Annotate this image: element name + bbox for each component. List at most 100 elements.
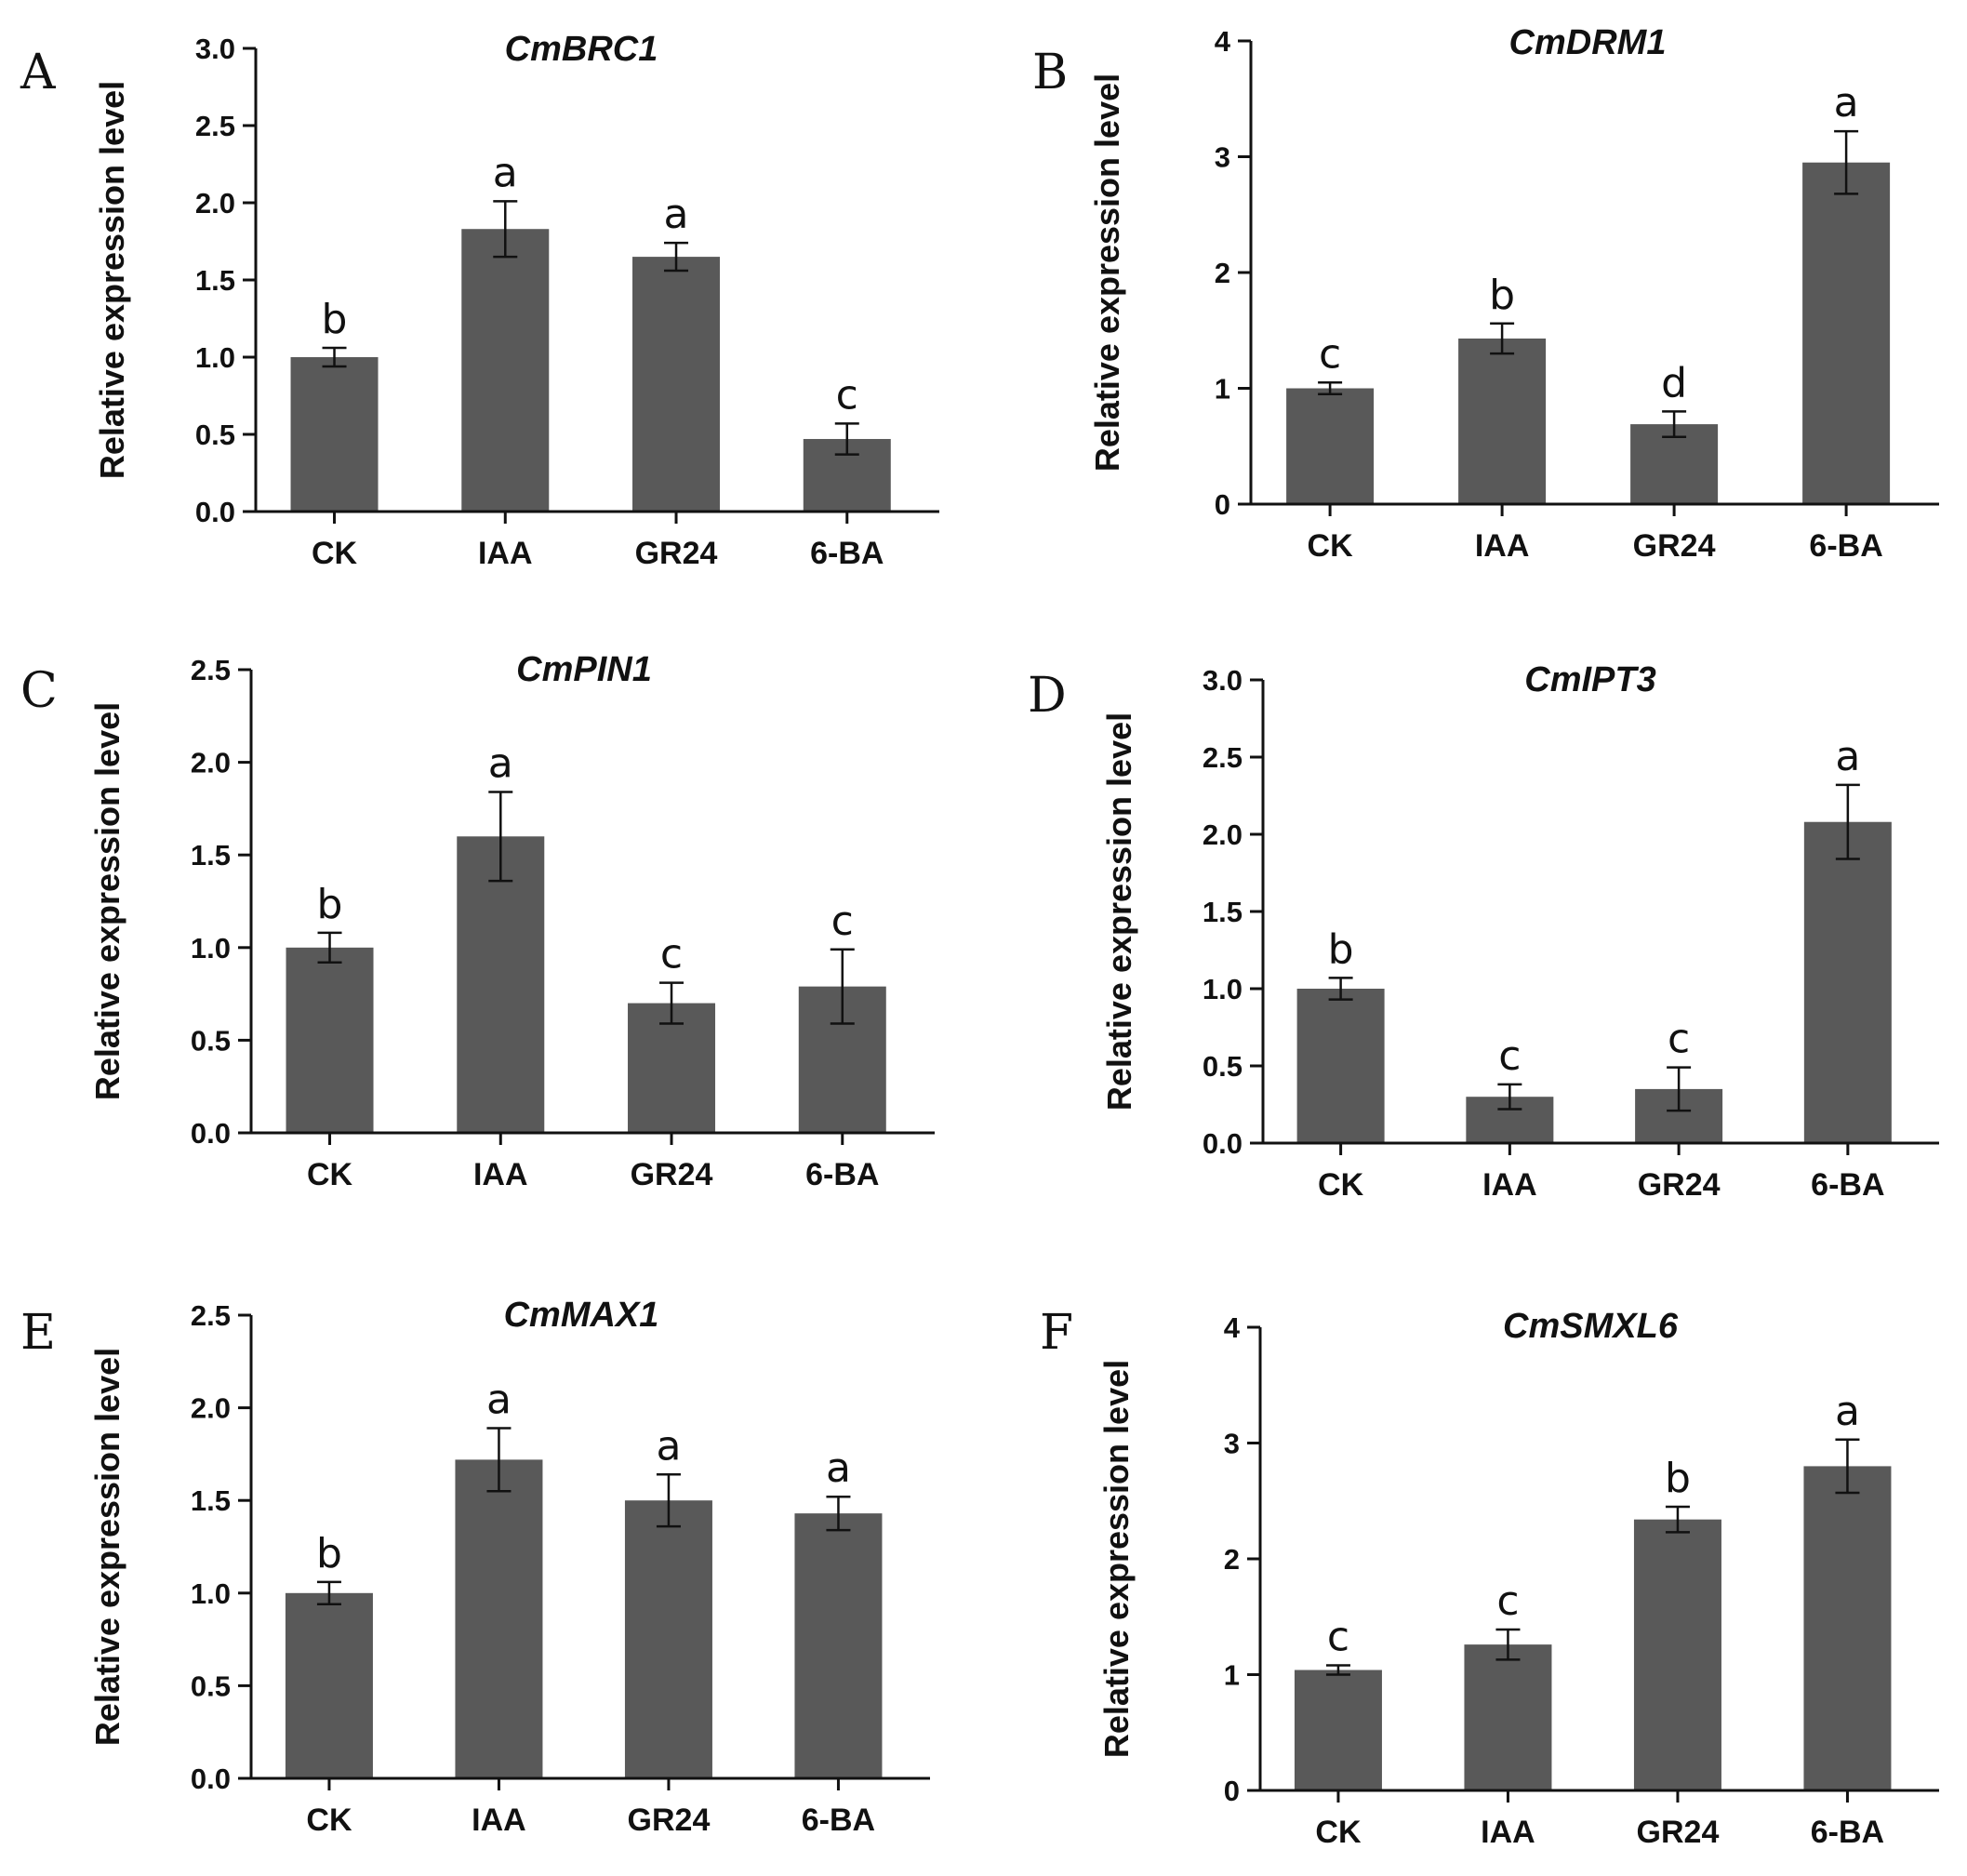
panel-e: E CmMAX1 Relative expression level b CK a I… [20,1296,930,1838]
panel-c: C CmPIN1 Relative expression level b CK a I… [20,650,935,1192]
chart-title: CmIPT3 [1524,660,1655,699]
y-axis-label: Relative expression level [1097,1360,1136,1758]
bar-iaa [1464,1644,1552,1790]
category-label: 6-BA [1809,528,1882,564]
chart-title: CmSMXL6 [1503,1307,1679,1346]
chart-marks: c CK c IAA b GR24 a 6-BA 0 1 2 3 4 [1224,1311,1939,1850]
y-tick-label: 1.5 [191,839,231,871]
category-label: IAA [472,1803,526,1838]
significance-letter: c [1327,1614,1349,1661]
panel-letter: B [1032,45,1068,100]
y-axis-label: Relative expression level [88,1348,126,1746]
significance-letter: b [1665,1455,1691,1502]
y-tick-label: 2.5 [191,654,231,686]
panel-f: F CmSMXL6 Relative expression level c CK c… [1040,1305,1939,1850]
bar-6-ba [1803,1466,1892,1790]
category-label: GR24 [1633,528,1716,564]
bar-iaa [1458,338,1547,504]
y-axis-label: Relative expression level [88,702,126,1100]
significance-letter: a [656,1422,681,1470]
significance-letter: c [1498,1032,1521,1080]
bar-6-ba [794,1513,883,1778]
chart-marks: b CK a IAA a GR24 a 6-BA 0.0 0.5 1.0 1.5 2.0 2.5 [191,1299,930,1838]
chart-marks: c CK b IAA d GR24 a 6-BA 0 1 2 3 4 [1215,25,1939,564]
y-tick-label: 2 [1215,257,1230,289]
y-tick-label: 0 [1215,488,1230,521]
bar-ck [1296,989,1385,1143]
category-label: GR24 [635,536,718,571]
y-tick-label: 4 [1215,25,1231,58]
bar-iaa [457,836,545,1133]
panel-a: A CmBRC1 Relative expression level b CK a I… [20,30,939,571]
category-label: 6-BA [805,1157,879,1192]
panel-letter: F [1040,1305,1073,1361]
chart-title: CmBRC1 [505,30,658,69]
chart-marks: b CK c IAA c GR24 a 6-BA 0.0 0.5 1.0 1.5 2.0 2.5 3.0 [1203,664,1939,1203]
y-tick-label: 3 [1215,141,1230,174]
category-label: CK [1315,1815,1362,1850]
y-tick-label: 1.0 [1203,973,1243,1005]
significance-letter: a [1835,1388,1860,1435]
bar-gr24 [1633,1519,1721,1790]
category-label: 6-BA [1811,1167,1884,1203]
y-axis-label: Relative expression level [93,81,131,479]
y-tick-label: 0.5 [191,1024,231,1057]
category-label: GR24 [1637,1815,1720,1850]
y-tick-label: 1.5 [191,1484,231,1517]
y-tick-label: 2.0 [1203,818,1243,851]
y-tick-label: 0.5 [195,419,235,451]
significance-letter: b [322,296,348,343]
bar-iaa [461,229,550,512]
chart-marks: b CK a IAA c GR24 c 6-BA 0.0 0.5 1.0 1.5 2.0 2.5 [191,654,935,1192]
y-tick-label: 3.0 [195,33,235,65]
significance-letter: a [664,191,689,238]
panel-letter: C [20,663,58,719]
significance-letter: c [831,898,854,945]
y-tick-label: 2 [1224,1543,1240,1576]
category-label: CK [1308,528,1354,564]
significance-letter: c [1319,330,1341,378]
category-label: IAA [1482,1167,1537,1203]
significance-letter: b [1489,272,1515,319]
y-tick-label: 1 [1215,373,1230,406]
significance-letter: a [488,739,513,787]
y-tick-label: 0.0 [195,496,235,528]
panel-letter: E [20,1305,56,1361]
y-tick-label: 1.0 [191,1577,231,1610]
significance-letter: c [1668,1016,1690,1063]
significance-letter: a [493,149,518,196]
y-tick-label: 0.0 [191,1117,231,1150]
y-tick-label: 0.0 [1203,1127,1243,1160]
significance-letter: c [836,371,858,419]
y-tick-label: 0 [1224,1775,1240,1807]
bar-gr24 [624,1500,712,1778]
category-label: IAA [473,1157,528,1192]
significance-letter: d [1661,359,1687,406]
category-label: GR24 [631,1157,713,1192]
category-label: GR24 [628,1803,711,1838]
significance-letter: a [826,1444,851,1492]
significance-letter: a [486,1377,512,1424]
y-tick-label: 0.5 [1203,1050,1243,1083]
bar-gr24 [628,1003,716,1133]
y-tick-label: 3.0 [1203,664,1243,697]
y-axis-label: Relative expression level [1088,73,1126,472]
y-tick-label: 2.0 [195,187,235,220]
category-label: IAA [1475,528,1530,564]
significance-letter: a [1835,733,1860,780]
y-tick-label: 0.0 [191,1763,231,1795]
bar-6-ba [1803,821,1892,1143]
y-tick-label: 1 [1224,1659,1240,1692]
y-tick-label: 2.0 [191,747,231,779]
significance-letter: c [1496,1577,1519,1625]
y-tick-label: 2.5 [191,1299,231,1332]
y-tick-label: 3 [1224,1428,1240,1460]
category-label: 6-BA [810,536,884,571]
y-tick-label: 4 [1224,1311,1241,1344]
panel-d: D CmIPT3 Relative expression level b CK c I… [1028,660,1939,1203]
bar-6-ba [1802,162,1891,504]
significance-letter: b [317,881,343,928]
chart-title: CmPIN1 [516,650,652,689]
significance-letter: c [660,931,683,978]
category-label: IAA [478,536,533,571]
